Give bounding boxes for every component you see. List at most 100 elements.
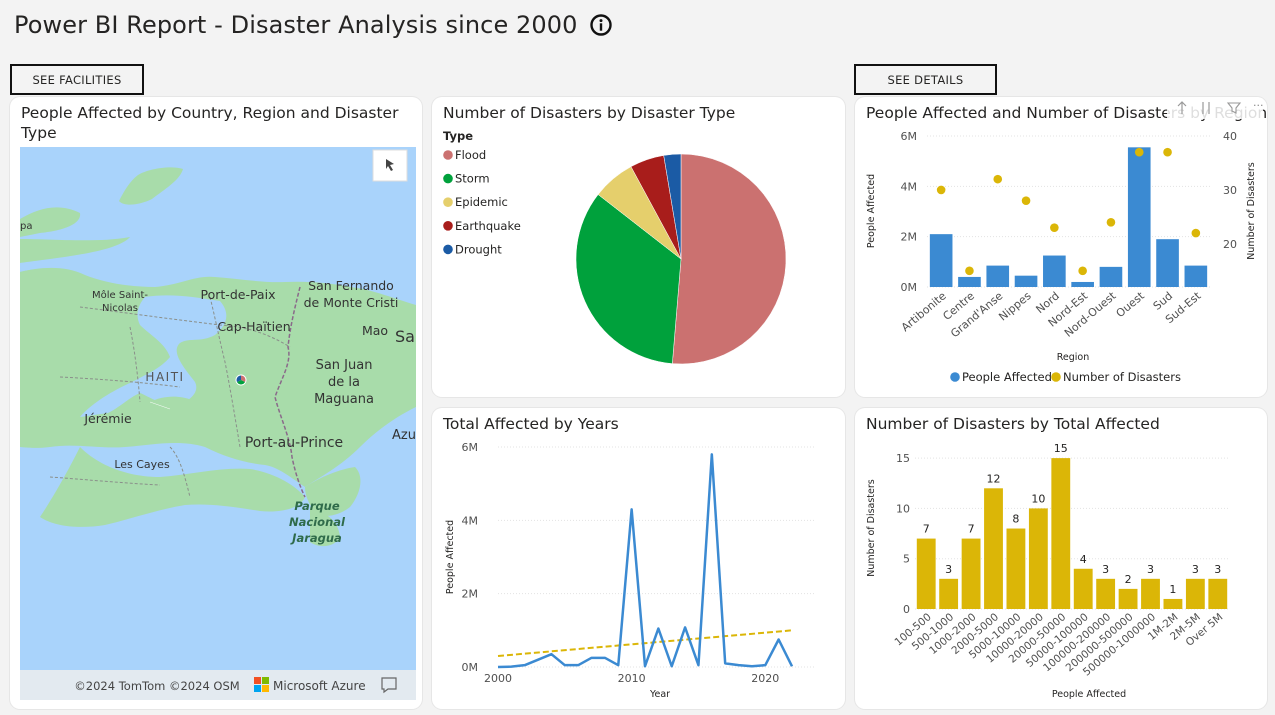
hist-bar[interactable] [1006,528,1026,609]
pie-chart[interactable]: Type Flood Storm Epidemic Earthquake Drought [432,97,845,397]
drill-mode-icon[interactable] [1202,102,1210,114]
visual-header-toolbar[interactable]: ··· [1167,97,1264,119]
combo-dot[interactable] [1050,223,1059,232]
pie-legend-label[interactable]: Flood [455,148,486,162]
hist-data-label: 10 [1031,492,1045,505]
combo-bar[interactable] [1184,265,1208,287]
hist-bar[interactable] [1118,588,1138,609]
combo-dot[interactable] [1163,147,1172,157]
hist-bar[interactable] [984,488,1003,609]
hist-bar[interactable] [1051,458,1071,609]
hist-x-label: People Affected [1052,689,1126,700]
pie-legend-label[interactable]: Epidemic [455,195,508,209]
line-chart[interactable]: 6M 4M 2M 0M 2000 2010 2020 People Affected Year [432,408,845,709]
map-road [149,401,171,410]
hist-data-label: 3 [1214,563,1221,576]
combo-legend-label[interactable]: People Affected [962,370,1052,384]
map-label-sa: Sa [395,327,415,346]
combo-x-tick: Ouest [1114,289,1148,320]
combo-dot[interactable] [1191,228,1201,238]
hist-bar[interactable] [1163,598,1183,609]
filter-icon[interactable] [1226,102,1242,114]
map-label-port-de-paix: Port-de-Paix [201,287,276,302]
hist-bar[interactable] [1073,568,1093,609]
map-pie-marker[interactable] [235,374,247,386]
hist-bar[interactable] [1208,578,1228,609]
combo-y-tick: 6M [901,130,918,143]
combo-dot[interactable] [1021,196,1031,206]
line-y-tick: 2M [462,588,479,601]
hist-bar[interactable] [1028,508,1048,609]
hist-data-label: 12 [987,472,1001,485]
map-land-northwest [20,269,100,392]
combo-legend-marker [1051,372,1061,382]
combo-dot[interactable] [1134,147,1144,157]
combo-bar[interactable] [1014,275,1038,287]
pie-slice[interactable] [663,153,682,260]
pie-legend-label[interactable]: Storm [455,172,490,186]
combo-dot[interactable] [936,185,946,195]
combo-bar[interactable] [986,265,1010,287]
combo-y-tick: 0M [901,281,918,294]
line-x-tick: 2000 [484,672,512,685]
combo-dot[interactable] [1106,217,1116,227]
hist-y-tick: 10 [896,502,910,515]
hist-data-label: 1 [1169,583,1176,596]
more-options-icon[interactable]: ··· [1253,99,1264,112]
combo-legend-label[interactable]: Number of Disasters [1063,370,1181,384]
combo-dot[interactable] [965,266,974,276]
combo-bar[interactable] [1071,281,1094,287]
page-title: Power BI Report - Disaster Analysis sinc… [14,11,578,39]
hist-data-label: 7 [923,523,930,536]
pie-card-title: Number of Disasters by Disaster Type [443,104,736,122]
map-land-cuba [20,207,81,237]
combo-bar[interactable] [958,276,981,287]
hist-chart[interactable]: 15 10 5 0 Number of Disasters People Affected… [855,408,1267,709]
map-label-san-fernando: San Fernando de Monte Cristi [304,278,399,310]
see-details-button[interactable]: SEE DETAILS [854,64,997,95]
hist-bar[interactable] [939,578,959,609]
hist-y-tick: 5 [903,553,910,566]
combo-bar[interactable] [1099,266,1123,287]
hist-data-label: 15 [1054,442,1068,455]
map-land-barahona [305,467,361,516]
combo-dot[interactable] [993,174,1003,184]
map-label-haiti: HAITI [145,370,184,384]
report-title-bar: Power BI Report - Disaster Analysis sinc… [14,8,612,42]
map-land-south-peninsula [40,447,305,527]
hist-card-title: Number of Disasters by Total Affected [866,415,1160,433]
combo-bar[interactable] [1156,239,1179,287]
combo-dot[interactable] [1078,266,1087,276]
hist-data-label: 2 [1125,573,1132,586]
line-card: Total Affected by Years 6M 4M 2M 0M 2000 2010… [432,408,845,709]
map-canvas[interactable]: pa Môle Saint-Nicolas Port-de-Paix San F… [20,147,416,700]
pie-legend-label[interactable]: Drought [455,242,502,256]
hist-bar[interactable] [961,538,981,609]
map-select-tool-button[interactable] [372,149,408,182]
pie-slice[interactable] [575,194,682,364]
line-series[interactable] [497,453,794,669]
see-facilities-button[interactable]: SEE FACILITIES [10,64,144,95]
pie-legend-label[interactable]: Earthquake [455,219,521,233]
pie-legend-marker [443,244,453,255]
hist-bar[interactable] [1141,578,1160,609]
combo-bar[interactable] [1127,147,1151,287]
hist-bar[interactable] [1185,578,1205,609]
hist-bar[interactable] [1096,578,1116,609]
pie-slice[interactable] [672,153,787,365]
combo-chart[interactable]: ··· 6M 4M 2M 0M 40 30 20 People Affected Number o… [855,97,1267,397]
hist-bar[interactable] [916,538,936,609]
map-label-cap-haitien: Cap-Haïtien [217,319,290,334]
combo-bar[interactable] [1043,255,1066,287]
hist-card: Number of Disasters by Total Affected 15… [855,408,1267,709]
hist-y-label: Number of Disasters [866,479,877,577]
map-gulf-gonave [80,295,227,417]
feedback-icon[interactable] [381,677,397,694]
info-icon[interactable] [589,14,612,36]
hist-data-label: 3 [1147,563,1154,576]
map-label-mao: Mao [362,323,388,338]
combo-bar[interactable] [929,234,953,287]
combo-legend-marker [950,372,960,382]
drill-up-icon[interactable] [1177,101,1187,114]
pie-legend-marker [443,150,453,160]
